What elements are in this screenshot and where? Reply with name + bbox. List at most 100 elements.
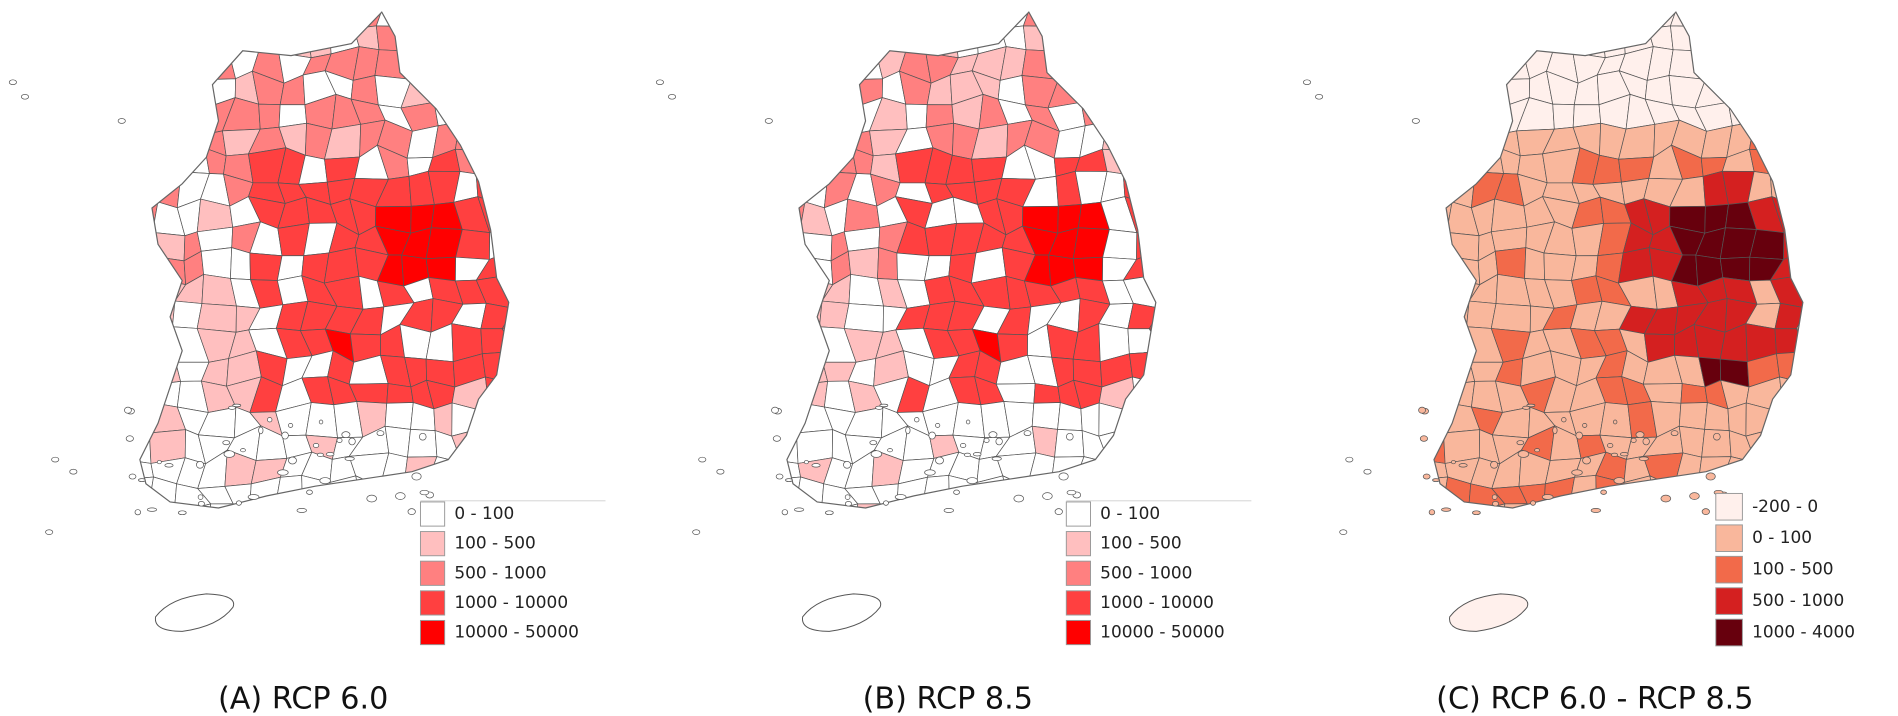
district xyxy=(479,71,509,99)
legend-swatch xyxy=(1065,501,1091,527)
district xyxy=(148,44,182,71)
district xyxy=(502,97,509,131)
district xyxy=(818,12,856,28)
district xyxy=(502,12,509,21)
district xyxy=(800,120,832,156)
district xyxy=(1072,256,1104,282)
district xyxy=(1159,250,1184,275)
district xyxy=(251,12,282,29)
district xyxy=(139,248,155,277)
district xyxy=(1101,22,1133,54)
district xyxy=(1680,383,1708,404)
island xyxy=(1619,452,1629,457)
coastline xyxy=(1433,11,1804,509)
district xyxy=(427,22,465,54)
district xyxy=(1149,350,1156,388)
district xyxy=(1433,176,1453,203)
district xyxy=(1446,231,1480,262)
district xyxy=(1806,250,1831,275)
island xyxy=(1613,477,1626,485)
legend-label: 100 - 500 xyxy=(1752,559,1833,579)
legend-label: 500 - 1000 xyxy=(454,562,546,582)
district xyxy=(1800,427,1803,458)
island xyxy=(775,473,784,480)
district xyxy=(1543,252,1577,281)
island xyxy=(1472,510,1481,516)
district xyxy=(1433,276,1447,304)
island xyxy=(983,437,990,443)
district xyxy=(1773,71,1803,99)
district xyxy=(1124,19,1156,51)
district xyxy=(509,147,537,177)
district xyxy=(505,427,509,458)
district xyxy=(206,503,235,508)
district xyxy=(1047,25,1077,52)
district xyxy=(1796,19,1803,51)
district xyxy=(196,303,237,333)
island xyxy=(287,423,294,428)
island xyxy=(316,452,324,457)
district xyxy=(1723,68,1748,103)
district xyxy=(795,44,829,71)
district xyxy=(306,24,332,59)
island xyxy=(1054,508,1063,516)
island xyxy=(1418,406,1426,414)
district xyxy=(457,462,484,482)
district xyxy=(1433,225,1449,257)
district xyxy=(1152,427,1156,458)
district xyxy=(1500,503,1529,508)
island xyxy=(125,435,134,442)
islands xyxy=(8,79,434,535)
district xyxy=(786,248,802,277)
district xyxy=(276,12,314,29)
district xyxy=(806,12,824,32)
legend-label: 10000 - 50000 xyxy=(1100,622,1225,642)
district xyxy=(1433,98,1454,126)
legend-label: 500 - 1000 xyxy=(1100,562,1192,582)
island xyxy=(894,494,907,500)
district xyxy=(786,276,800,304)
island xyxy=(164,463,174,468)
island xyxy=(1451,460,1456,465)
district xyxy=(1098,95,1132,134)
district xyxy=(260,22,281,54)
island xyxy=(1612,419,1618,425)
district xyxy=(877,247,898,280)
island xyxy=(267,417,273,423)
district xyxy=(1798,170,1803,211)
district xyxy=(206,12,236,28)
district xyxy=(481,350,509,382)
island xyxy=(824,510,834,516)
districts xyxy=(786,12,1184,508)
island xyxy=(668,93,677,100)
district xyxy=(451,402,490,437)
district xyxy=(1775,427,1802,464)
island xyxy=(803,460,809,465)
island xyxy=(51,456,60,463)
district xyxy=(804,101,832,126)
island xyxy=(1411,118,1420,124)
island xyxy=(1428,509,1436,516)
legend-swatch xyxy=(1715,555,1743,584)
district xyxy=(1806,44,1834,76)
island xyxy=(887,448,893,453)
district xyxy=(1774,302,1803,330)
island xyxy=(1670,430,1679,437)
district xyxy=(948,507,982,508)
district xyxy=(1596,507,1629,508)
district xyxy=(802,69,832,104)
island xyxy=(1419,435,1428,442)
island xyxy=(698,456,707,463)
district xyxy=(454,22,486,54)
island xyxy=(124,406,132,414)
district xyxy=(1151,170,1156,211)
district xyxy=(225,20,263,49)
island xyxy=(1345,456,1354,463)
district xyxy=(879,503,908,508)
district xyxy=(384,425,411,458)
district xyxy=(174,101,212,134)
district xyxy=(1127,302,1156,330)
district xyxy=(174,120,212,149)
district xyxy=(1795,407,1803,434)
legend-label: 100 - 500 xyxy=(1100,533,1181,553)
